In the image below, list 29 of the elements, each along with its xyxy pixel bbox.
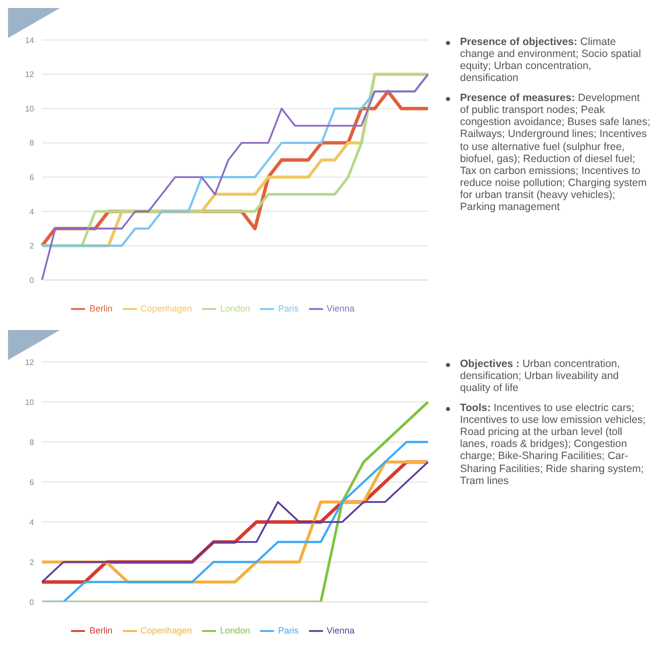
legend-label: Paris [278,303,299,314]
y-tick-label: 12 [25,70,35,80]
y-tick-label: 10 [25,398,35,407]
y-tick-label: 2 [30,558,35,567]
y-tick-label: 8 [30,138,35,148]
text: Presence of measures: Development of public transport nodes; Peak congestion avoidance; Buses safe lanes; Railways; Underground lines; Incentives to use alternative fuel (sulphur free, biofuel, gas); Reduction of diesel fuel; Tax on carbon emissions; Incentives to reduce noise pollution; Charging system for urban transit (heavy vehicles); Parking management [460,92,650,213]
y-tick-label: 6 [30,478,35,487]
y-tick-label: 0 [30,598,35,607]
legend-label: Copenhagen [140,303,192,314]
y-tick-label: 8 [30,438,35,447]
text: Presence of objectives: Climate change and environment; Socio spatial equity; Urban concentration, densification [460,36,642,84]
legend-label: London [220,303,250,314]
legend-label: Vienna [326,303,354,314]
legend-label: Berlin [89,625,112,636]
y-tick-label: 10 [25,104,35,114]
text: Objectives : Urban concentration, densification; Urban liveability and quality of life [460,358,621,394]
legend-label: Vienna [326,625,354,636]
text: Tools: Incentives to use electric cars; Incentives to use low emission vehicles; Road pricing at the urban level (toll lanes, roads & bridges); Congestion charge; Bike-Sharing Facilities; Car-Sharing Facilities; Ride sharing system; Tram lines [460,402,647,487]
y-tick-label: 0 [30,276,35,285]
legend-label: London [220,625,250,636]
legend-label: Paris [278,625,299,636]
legend-label: Berlin [89,303,112,314]
legend-label: Copenhagen [140,625,192,636]
y-tick-label: 6 [30,172,35,182]
y-tick-label: 4 [30,207,35,216]
y-tick-label: 2 [30,242,35,251]
y-tick-label: 4 [30,518,35,527]
y-tick-label: 12 [25,358,35,367]
y-tick-label: 14 [25,36,35,45]
